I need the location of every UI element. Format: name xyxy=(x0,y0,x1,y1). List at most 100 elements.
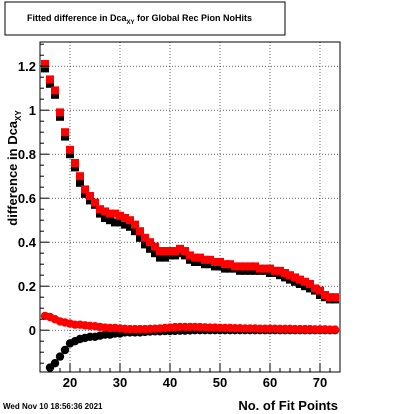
data-point xyxy=(136,227,144,236)
title-main: Fitted difference in Dca xyxy=(27,13,128,23)
y-tick-label: 1.2 xyxy=(18,59,36,74)
data-point xyxy=(106,209,114,218)
data-point xyxy=(66,145,74,154)
data-point xyxy=(226,260,234,269)
data-point xyxy=(276,271,284,280)
data-point xyxy=(321,291,329,299)
data-point xyxy=(201,260,209,269)
data-point xyxy=(211,262,219,271)
data-point xyxy=(221,260,229,269)
data-points xyxy=(40,60,340,372)
series-0 xyxy=(41,64,339,304)
data-point xyxy=(221,264,229,273)
data-point xyxy=(286,271,294,280)
data-point xyxy=(191,258,199,266)
title-suffix: for Global Rec Pion NoHits xyxy=(135,13,253,23)
data-point xyxy=(201,255,209,264)
data-point xyxy=(86,196,94,205)
data-point xyxy=(146,238,154,247)
data-point xyxy=(216,262,224,271)
data-point xyxy=(206,260,214,269)
data-point xyxy=(306,284,314,293)
data-point xyxy=(81,189,89,198)
title-box: Fitted difference in DcaXY for Global Re… xyxy=(4,1,286,36)
data-point xyxy=(316,286,324,295)
data-point xyxy=(236,266,244,275)
data-point xyxy=(76,178,84,187)
data-point xyxy=(126,216,134,225)
data-point xyxy=(281,269,289,277)
data-point xyxy=(301,282,309,291)
data-point xyxy=(246,262,254,271)
data-point xyxy=(41,60,49,68)
data-point xyxy=(171,251,179,260)
y-axis-label-main: difference in Dca xyxy=(5,120,20,226)
data-point xyxy=(131,227,139,236)
data-point xyxy=(266,264,274,273)
data-point xyxy=(141,233,149,242)
y-tick-label: 0.4 xyxy=(18,235,37,250)
data-point xyxy=(86,192,94,200)
data-point xyxy=(241,262,249,271)
data-point xyxy=(61,132,69,141)
x-tick-label: 50 xyxy=(213,375,227,390)
data-point xyxy=(331,293,339,302)
data-point xyxy=(236,262,244,271)
data-point xyxy=(296,280,304,288)
data-point xyxy=(46,75,54,84)
data-point xyxy=(330,325,340,334)
data-point xyxy=(286,275,294,284)
data-point xyxy=(41,64,49,73)
data-point xyxy=(181,251,189,260)
data-point xyxy=(251,266,259,275)
data-point xyxy=(176,249,184,258)
data-point xyxy=(261,264,269,273)
data-point xyxy=(56,112,64,121)
data-point xyxy=(51,90,59,99)
data-point xyxy=(166,251,174,260)
data-point xyxy=(81,185,89,194)
timestamp: Wed Nov 10 18:56:36 2021 xyxy=(3,402,103,411)
data-point xyxy=(71,163,79,172)
data-point xyxy=(51,86,59,95)
data-point xyxy=(291,277,299,286)
data-point xyxy=(181,247,189,255)
data-point xyxy=(101,214,109,222)
data-point xyxy=(196,253,204,262)
data-point xyxy=(46,79,54,88)
data-point xyxy=(226,264,234,273)
data-point xyxy=(196,258,204,266)
data-point xyxy=(316,291,324,299)
series-3 xyxy=(40,311,340,334)
data-point xyxy=(136,233,144,242)
data-point xyxy=(206,255,214,264)
data-point xyxy=(171,247,179,255)
x-axis-label: No. of Fit Points xyxy=(238,398,338,413)
data-point xyxy=(76,172,84,181)
data-point xyxy=(96,209,104,218)
data-point xyxy=(61,128,69,137)
data-point xyxy=(101,207,109,216)
y-tick-labels: 0 0.2 0.4 0.6 0.8 1 1.2 xyxy=(18,59,37,338)
data-point xyxy=(216,258,224,266)
series-1 xyxy=(41,60,339,302)
y-tick-label: 0 xyxy=(29,323,36,338)
data-point xyxy=(121,220,129,229)
x-tick-label: 40 xyxy=(163,375,177,390)
data-point xyxy=(306,280,314,288)
data-point xyxy=(111,218,119,227)
data-point xyxy=(296,275,304,284)
data-point xyxy=(231,262,239,271)
data-point xyxy=(186,251,194,260)
x-tick-label: 70 xyxy=(313,375,327,390)
data-point xyxy=(266,269,274,277)
axis-ticks xyxy=(39,43,341,372)
x-tick-label: 60 xyxy=(263,375,277,390)
data-point xyxy=(256,264,264,273)
chart-title: Fitted difference in DcaXY for Global Re… xyxy=(27,13,252,26)
data-point xyxy=(50,359,60,368)
data-point xyxy=(191,253,199,262)
data-point xyxy=(161,247,169,255)
data-point xyxy=(96,205,104,214)
